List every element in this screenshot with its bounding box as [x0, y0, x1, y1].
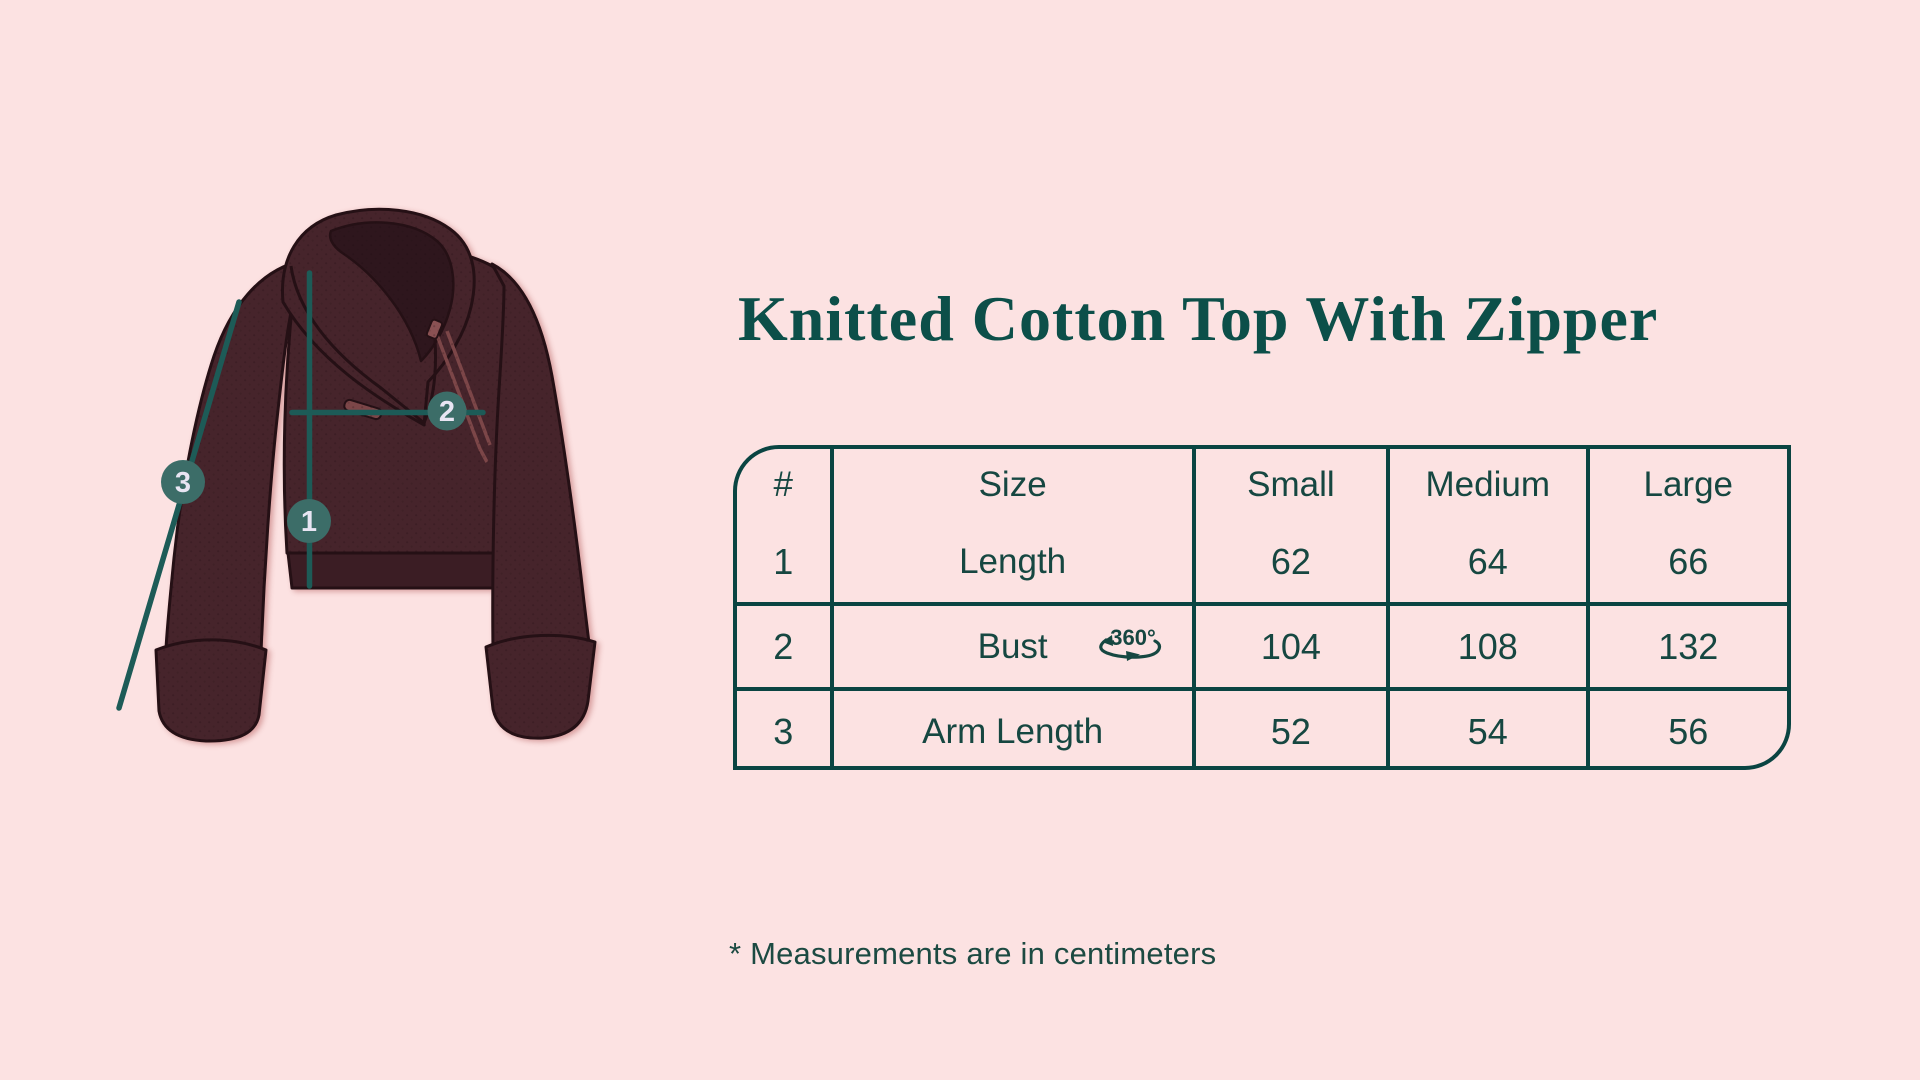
measure-name: Bust 360° [831, 604, 1196, 691]
row-num: 1 [737, 521, 834, 606]
page-title: Knitted Cotton Top With Zipper [738, 283, 1659, 354]
header-cell-size: Size [831, 449, 1196, 521]
measure-label: Length [959, 541, 1067, 581]
value-large: 56 [1668, 710, 1709, 752]
marker-label-2: 2 [439, 396, 455, 428]
svg-text:360°: 360° [1110, 625, 1156, 650]
measurement-markers: 1 2 3 [161, 391, 467, 543]
measure-label: Arm Length [922, 711, 1104, 751]
table-header-row: # Size Small Medium Large [737, 449, 1787, 521]
rotation-360-icon: 360° [1098, 625, 1161, 661]
value-medium: 64 [1388, 521, 1590, 606]
size-table: # Size Small Medium Large 1 Length 62 64… [733, 445, 1791, 770]
measure-name: Arm Length [831, 689, 1196, 766]
header-cell-num: # [737, 449, 834, 521]
garment-illustration: 1 2 3 [116, 207, 597, 743]
value-large: 66 [1587, 521, 1787, 606]
table-row-length: 1 Length 62 64 66 [737, 521, 1787, 606]
header-cell-small: Small [1193, 449, 1391, 521]
value-medium: 54 [1388, 689, 1590, 766]
row-num: 2 [737, 604, 834, 691]
header-cell-large: Large [1643, 465, 1734, 504]
marker-label-3: 3 [175, 467, 191, 499]
measurements-footnote: * Measurements are in centimeters [729, 936, 1217, 971]
value-large: 132 [1587, 604, 1787, 691]
value-small: 62 [1193, 521, 1391, 606]
measure-label: Bust [977, 626, 1048, 666]
value-medium: 108 [1388, 604, 1590, 691]
table-row-bust: 2 Bust 360° 104 108 132 [737, 604, 1787, 691]
row-num: 3 [737, 689, 834, 766]
value-small: 104 [1193, 604, 1391, 691]
marker-label-1: 1 [301, 506, 317, 538]
header-cell-medium: Medium [1388, 449, 1590, 521]
marker-circle-2 [427, 391, 467, 431]
measure-name: Length [831, 521, 1196, 606]
measurement-line-arm [116, 299, 242, 711]
value-small: 52 [1193, 689, 1391, 766]
marker-circle-3 [161, 460, 205, 504]
marker-circle-1 [287, 499, 331, 543]
table-row-arm-length: 3 Arm Length 52 54 56 [737, 689, 1787, 766]
